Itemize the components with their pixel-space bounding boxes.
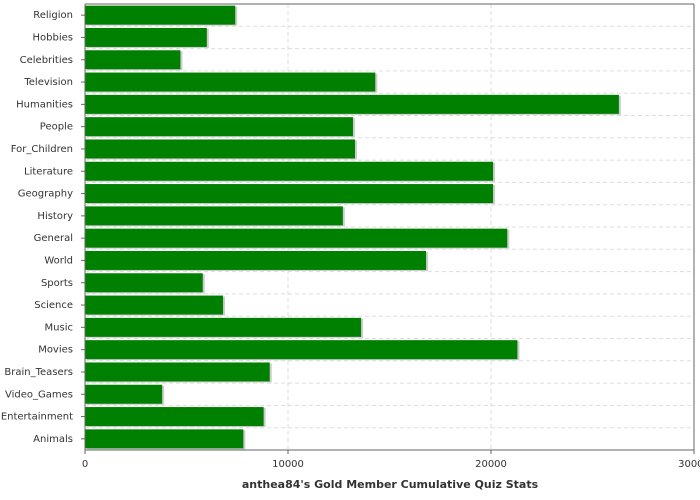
- y-tick-label: Entertainment: [1, 412, 73, 423]
- bar: [85, 340, 518, 360]
- x-tick-label: 20000: [475, 459, 507, 470]
- x-axis-title: anthea84's Gold Member Cumulative Quiz S…: [242, 478, 539, 491]
- y-tick-label: Music: [45, 322, 73, 333]
- y-tick-label: Movies: [38, 345, 73, 356]
- bar: [85, 50, 181, 70]
- y-tick-label: Literature: [24, 166, 73, 177]
- y-tick-label: Animals: [33, 434, 73, 445]
- y-tick-label: Hobbies: [33, 32, 73, 43]
- x-tick-label: 0: [82, 459, 88, 470]
- y-tick-label: General: [34, 233, 73, 244]
- x-tick-label: 10000: [272, 459, 304, 470]
- y-tick-label: Geography: [18, 189, 73, 200]
- bar: [85, 184, 494, 204]
- bar: [85, 384, 163, 404]
- bar: [85, 206, 343, 226]
- bar: [85, 317, 362, 337]
- y-tick-label: Brain_Teasers: [4, 367, 73, 378]
- y-tick-label: Religion: [33, 10, 73, 21]
- bar: [85, 407, 264, 427]
- y-tick-label: Celebrities: [20, 55, 73, 66]
- y-tick-label: World: [44, 255, 73, 266]
- bar: [85, 228, 508, 248]
- bar: [85, 72, 376, 92]
- y-tick-label: For_Children: [11, 144, 73, 155]
- bar: [85, 429, 244, 449]
- bar: [85, 117, 353, 137]
- y-tick-label: Sports: [41, 278, 73, 289]
- y-tick-label: Video_Games: [5, 389, 73, 400]
- bar: [85, 27, 207, 47]
- bar: [85, 362, 270, 382]
- bar: [85, 273, 203, 293]
- y-tick-label: Science: [34, 300, 73, 311]
- bar: [85, 161, 494, 181]
- bar: [85, 250, 427, 270]
- bar: [85, 139, 355, 159]
- bar: [85, 5, 236, 25]
- y-tick-label: Television: [23, 77, 73, 88]
- y-tick-label: Humanities: [16, 99, 73, 110]
- bar: [85, 295, 224, 315]
- y-tick-label: History: [37, 211, 73, 222]
- x-tick-label: 30000: [678, 459, 700, 470]
- y-tick-label: People: [40, 122, 73, 133]
- bar: [85, 94, 619, 114]
